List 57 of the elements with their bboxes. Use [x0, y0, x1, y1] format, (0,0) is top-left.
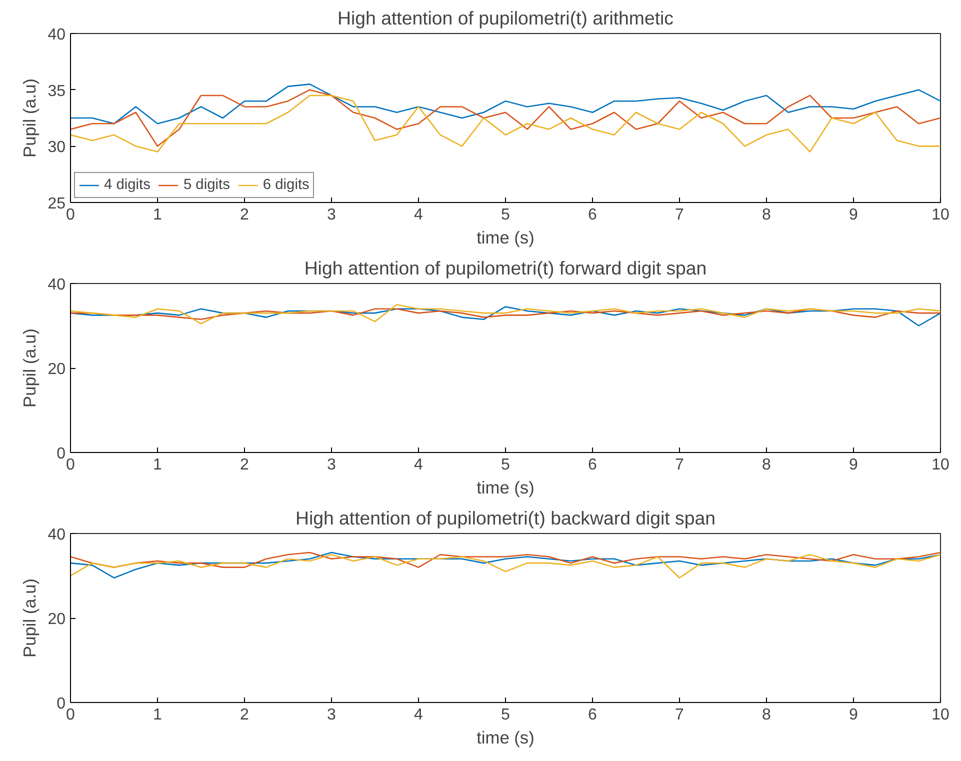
line-series [70, 552, 940, 568]
x-tick-label: 8 [762, 456, 772, 474]
x-tick-label: 3 [327, 206, 336, 224]
x-tick-label: 5 [501, 206, 510, 224]
x-axis-title: time (s) [476, 228, 534, 248]
y-tick-label: 40 [48, 26, 66, 44]
x-tick-label: 9 [849, 456, 858, 474]
x-tick-label: 7 [675, 206, 684, 224]
y-tick-label: 40 [48, 276, 66, 294]
x-tick-label: 1 [153, 706, 162, 724]
y-tick-label: 25 [48, 196, 66, 212]
y-tick-label: 20 [48, 611, 66, 628]
y-axis-title: Pupil (a.u) [20, 78, 40, 158]
x-tick-label: 4 [414, 456, 424, 474]
y-tick-label: 20 [48, 361, 66, 378]
y-axis-title: Pupil (a.u) [20, 578, 40, 658]
x-tick-label: 10 [932, 206, 950, 224]
x-tick-label: 6 [588, 456, 598, 474]
line-series [70, 89, 940, 147]
x-tick-label: 4 [414, 706, 424, 724]
x-tick-label: 1 [153, 456, 162, 474]
x-tick-label: 9 [849, 706, 858, 724]
x-tick-label: 6 [588, 706, 598, 724]
x-tick-label: 7 [675, 456, 684, 474]
x-tick-label: 10 [932, 456, 950, 474]
x-tick-label: 2 [240, 706, 250, 724]
y-axis-title: Pupil (a.u) [20, 328, 40, 408]
x-axis-title: time (s) [476, 478, 534, 498]
x-tick-label: 8 [762, 206, 772, 224]
x-axis-title: time (s) [476, 728, 534, 748]
x-tick-label: 1 [153, 206, 162, 224]
y-tick-label: 35 [48, 82, 66, 100]
legend-label: 4 digits [104, 177, 150, 193]
x-tick-label: 5 [501, 706, 510, 724]
x-tick-label: 3 [327, 456, 336, 474]
legend-label: 5 digits [183, 177, 230, 193]
x-tick-label: 10 [932, 706, 950, 724]
line-series [70, 94, 940, 152]
chart-title: High attention of pupilometri(t) arithmetic [338, 8, 674, 28]
x-tick-label: 8 [762, 706, 772, 724]
x-tick-label: 5 [501, 456, 510, 474]
x-tick-label: 6 [588, 206, 598, 224]
y-tick-label: 0 [56, 696, 66, 712]
x-tick-label: 7 [675, 706, 684, 724]
x-tick-label: 2 [240, 206, 250, 224]
x-tick-label: 9 [849, 206, 858, 224]
y-tick-label: 30 [48, 139, 66, 156]
x-tick-label: 2 [240, 456, 250, 474]
chart-title: High attention of pupilometri(t) forward digit span [304, 258, 707, 278]
chart-title: High attention of pupilometri(t) backward digit span [296, 508, 716, 528]
line-series [70, 308, 940, 320]
line-series [70, 84, 940, 124]
y-tick-label: 40 [48, 526, 66, 544]
x-tick-label: 3 [327, 706, 336, 724]
x-tick-label: 4 [414, 206, 424, 224]
y-tick-label: 0 [56, 446, 66, 462]
legend-label: 6 digits [262, 177, 310, 193]
